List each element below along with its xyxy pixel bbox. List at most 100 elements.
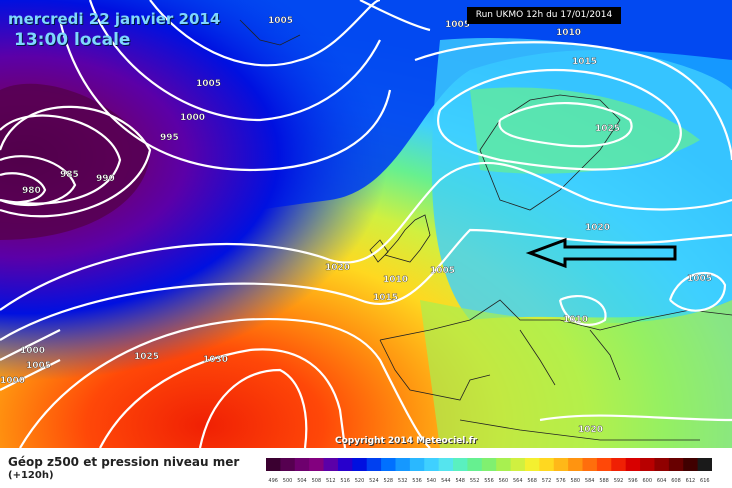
scale-tick-label: 608 [671,478,681,484]
color-swatch [467,458,483,471]
scale-tick-label: 552 [470,478,480,484]
isobar-label: 1005 [26,361,51,371]
isobar-label: 1025 [595,124,620,134]
color-swatch [424,458,440,471]
isobar-label: 1020 [578,425,603,435]
isobars [0,0,732,448]
color-swatch [568,458,584,471]
color-swatch [524,458,540,471]
isobar-label: 990 [96,174,115,184]
scale-tick-label: 544 [441,478,451,484]
scale-tick-label: 516 [340,478,350,484]
scale-tick-label: 572 [542,478,552,484]
scale-tick-label: 588 [599,478,609,484]
color-swatch [596,458,612,471]
scale-tick-label: 540 [427,478,437,484]
scale-tick-label: 528 [384,478,394,484]
arrow-left-icon [525,237,677,269]
forecast-date: mercredi 22 janvier 2014 [8,10,221,28]
color-swatch [611,458,627,471]
color-swatch [510,458,526,471]
color-swatch [309,458,325,471]
scale-tick-label: 604 [657,478,667,484]
color-swatch [553,458,569,471]
scale-tick-label: 536 [412,478,422,484]
isobar-label: 1000 [180,113,205,123]
color-swatch [496,458,512,471]
scale-tick-label: 512 [326,478,336,484]
scale-tick-label: 580 [571,478,581,484]
color-swatch [438,458,454,471]
color-swatch [337,458,353,471]
scale-tick-label: 504 [297,478,307,484]
scale-tick-label: 520 [355,478,365,484]
scale-tick-label: 596 [628,478,638,484]
color-swatch [625,458,641,471]
color-swatch [266,458,281,471]
isobar-label: 1010 [563,315,588,325]
forecast-map: 1005 1005 1010 1015 1005 1000 995 990 98… [0,0,732,448]
scale-tick-label: 564 [513,478,523,484]
scale-tick-label: 576 [556,478,566,484]
isobar-label: 1030 [203,355,228,365]
scale-tick-label: 612 [686,478,696,484]
color-swatch [381,458,396,471]
model-run-label: Run UKMO 12h du 17/01/2014 [467,7,621,24]
field-core-low [0,83,150,240]
color-swatch [453,458,468,471]
scale-tick-label: 508 [312,478,322,484]
scale-tick-label: 592 [614,478,624,484]
copyright-text: Copyright 2014 Meteociel.fr [335,436,478,446]
color-swatch [697,458,712,471]
isobar-label: 1025 [134,352,159,362]
scale-tick-label: 584 [585,478,595,484]
color-swatch [683,458,699,471]
isobar-label: 980 [22,186,41,196]
color-swatch [352,458,368,471]
isobar-label: 1005 [268,16,293,26]
legend-subtitle: (+120h) [8,470,54,481]
scale-tick-label: 524 [369,478,379,484]
color-swatch [323,458,339,471]
scale-tick-label: 600 [642,478,652,484]
legend-title: Géop z500 et pression niveau mer [8,455,240,469]
isobar-label: 1005 [430,266,455,276]
color-swatch [582,458,598,471]
color-swatch [395,458,411,471]
color-scale [266,458,712,471]
scale-tick-label: 568 [527,478,537,484]
isobar-label: 1015 [572,57,597,67]
color-swatch [481,458,497,471]
color-swatch [366,458,382,471]
color-swatch [294,458,310,471]
scale-tick-label: 616 [700,478,710,484]
scale-tick-label: 548 [455,478,465,484]
isobar-labels: 1005 1005 1010 1015 1005 1000 995 990 98… [0,16,712,435]
forecast-time: 13:00 locale [14,30,131,50]
color-swatch [654,458,670,471]
isobar-label: 1005 [445,20,470,30]
isobar-label: 1005 [196,79,221,89]
isobar-label: 995 [160,133,179,143]
isobar-label: 1010 [383,275,408,285]
scale-tick-label: 500 [283,478,293,484]
color-swatch [280,458,296,471]
scale-tick-label: 556 [484,478,494,484]
isobar-label: 1010 [556,28,581,38]
isobar-label: 1000 [0,376,25,386]
isobar-label: 985 [60,170,79,180]
isobar-label: 1000 [20,346,45,356]
scale-tick-label: 560 [499,478,509,484]
color-swatch [539,458,555,471]
scale-tick-label: 496 [268,478,278,484]
coastlines [239,19,732,441]
field-low-pressure [0,0,732,448]
color-swatch [640,458,655,471]
isobar-label: 1005 [687,274,712,284]
color-scale-ticks: 496 500 504 508 512 516 520 524 528 532 536 540 544 5… [268,478,710,484]
isobar-label: 1020 [585,223,610,233]
isobar-label: 1020 [325,263,350,273]
scale-tick-label: 532 [398,478,408,484]
color-swatch [409,458,425,471]
isobar-label: 1015 [373,293,398,303]
